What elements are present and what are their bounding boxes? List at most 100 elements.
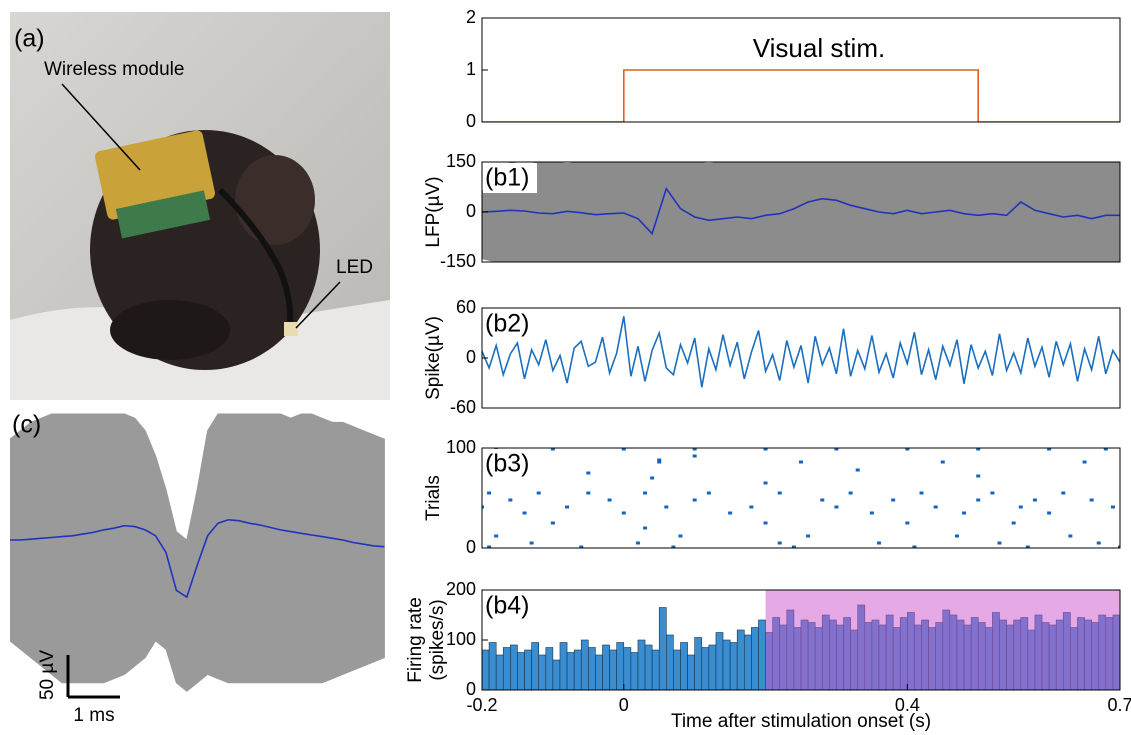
x-axis-label: Time after stimulation onset (s) <box>671 711 931 732</box>
scale-bar-label: 1 ms <box>73 705 114 726</box>
photo-led <box>284 322 298 336</box>
raster-dot <box>806 535 810 538</box>
x-tick-label: -0.2 <box>466 695 497 715</box>
bar <box>588 648 595 691</box>
raster-dot <box>565 506 569 509</box>
bar <box>496 655 503 690</box>
raster-dot <box>778 542 782 545</box>
raster-dot <box>955 535 959 538</box>
raster-dot <box>834 506 838 509</box>
y-tick-label: 1 <box>466 59 476 79</box>
bar <box>645 645 652 690</box>
raster-dot <box>920 492 924 495</box>
raster-dot <box>622 512 626 515</box>
trace-band <box>10 414 384 691</box>
photo-panel: (a) Wireless module LED <box>10 12 390 400</box>
y-axis-label: Firing rate <box>405 597 426 683</box>
raster-dot <box>799 461 803 464</box>
raster-dot <box>877 542 881 545</box>
y-tick-label: 0 <box>466 347 476 367</box>
bar <box>525 650 532 690</box>
bar <box>723 640 730 690</box>
raster-dot <box>693 499 697 502</box>
annotation: LED <box>336 257 373 278</box>
raster-dot <box>856 469 860 472</box>
bar <box>489 643 496 691</box>
raster-dot <box>1111 506 1115 509</box>
raster-dot <box>1019 506 1023 509</box>
raster-dot <box>749 506 753 509</box>
bar <box>560 643 567 691</box>
photo-snout <box>110 300 230 360</box>
scale-bar-label: 50 µV <box>37 650 58 700</box>
raster-dot <box>870 512 874 515</box>
bar <box>758 620 765 690</box>
highlight-region <box>766 590 1120 690</box>
raster-dot <box>976 475 980 478</box>
bar <box>546 648 553 691</box>
bar <box>517 653 524 691</box>
y-tick-label: 200 <box>446 579 476 599</box>
raster-dot <box>551 522 555 525</box>
raster-dot <box>537 492 541 495</box>
panel-label: (b4) <box>485 592 529 620</box>
bar <box>702 648 709 691</box>
y-axis-label: LFP(µV) <box>423 176 444 247</box>
bar <box>610 650 617 690</box>
raster-dot <box>586 492 590 495</box>
bar <box>716 633 723 691</box>
bar <box>617 643 624 691</box>
bar <box>666 635 673 690</box>
raster-dot <box>1047 512 1051 515</box>
raster-dot <box>586 472 590 475</box>
bar <box>581 640 588 690</box>
bar <box>695 638 702 691</box>
raster-dot <box>678 535 682 538</box>
raster-dot <box>1033 499 1037 502</box>
raster-dot <box>728 512 732 515</box>
bar <box>532 643 539 691</box>
bar <box>553 660 560 690</box>
raster-dot <box>1083 461 1087 464</box>
raster-dot <box>941 461 945 464</box>
raster-dot <box>508 499 512 502</box>
bar <box>751 628 758 691</box>
bar <box>567 653 574 691</box>
panel-label: (b1) <box>485 164 529 192</box>
annotation: Wireless module <box>44 59 184 80</box>
bar <box>510 645 517 690</box>
y-tick-label: 0 <box>466 201 476 221</box>
y-tick-label: 100 <box>446 629 476 649</box>
raster-dot <box>523 512 527 515</box>
bar <box>603 645 610 690</box>
raster-dot <box>849 492 853 495</box>
raster-dot <box>1097 542 1101 545</box>
bar <box>652 650 659 690</box>
raster-dot <box>891 499 895 502</box>
raster-dot <box>934 506 938 509</box>
bar <box>709 645 716 690</box>
y-axis-label: Trials <box>423 475 444 521</box>
raster-dot <box>764 482 768 485</box>
bar <box>595 655 602 690</box>
panel-label: (b3) <box>485 450 529 478</box>
raster-dot <box>636 542 640 545</box>
raster-dot <box>487 492 491 495</box>
y-tick-label: -150 <box>440 251 476 271</box>
bar <box>673 650 680 690</box>
plot-layer <box>482 162 1120 262</box>
bar <box>482 650 489 690</box>
raster-dot <box>1061 492 1065 495</box>
bar <box>574 650 581 690</box>
x-tick-label: 0 <box>619 695 629 715</box>
photo-ear <box>235 155 315 245</box>
y-tick-label: 0 <box>466 111 476 131</box>
raster-dot <box>693 455 697 458</box>
raster-dot <box>664 506 668 509</box>
figure: (a) Wireless module LED 012Visual stim.-… <box>0 0 1131 735</box>
raster-dot <box>643 492 647 495</box>
raster-dot <box>905 522 909 525</box>
panel-label: (c) <box>12 411 41 439</box>
bar <box>503 648 510 691</box>
raster-dot <box>494 535 498 538</box>
